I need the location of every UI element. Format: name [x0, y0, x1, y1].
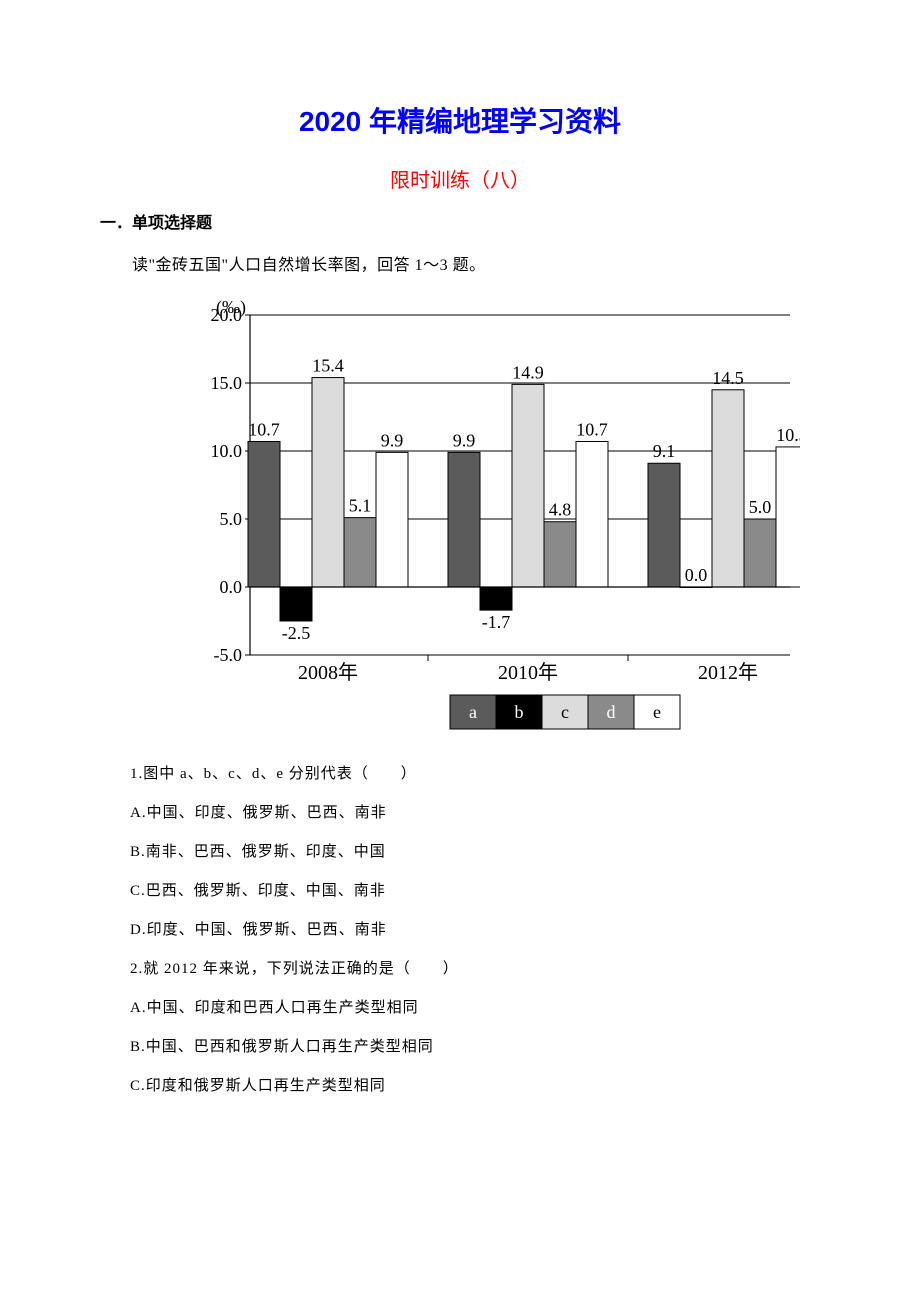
- svg-text:2012年: 2012年: [698, 661, 758, 684]
- svg-text:5.0: 5.0: [220, 509, 243, 529]
- main-title: 2020 年精编地理学习资料: [100, 100, 820, 140]
- svg-text:14.9: 14.9: [512, 363, 544, 383]
- sub-title: 限时训练（八）: [100, 164, 820, 193]
- page-content: 2020 年精编地理学习资料 限时训练（八） 一．单项选择题 读"金砖五国"人口…: [0, 0, 920, 1146]
- svg-text:0.0: 0.0: [685, 565, 708, 585]
- svg-text:0.0: 0.0: [220, 577, 243, 597]
- svg-text:2008年: 2008年: [298, 661, 358, 684]
- svg-text:9.9: 9.9: [381, 431, 404, 451]
- svg-text:20.0: 20.0: [211, 305, 243, 325]
- bar-chart: (‰)-5.00.05.010.015.020.010.7-2.515.45.1…: [160, 295, 820, 735]
- svg-text:15.4: 15.4: [312, 356, 344, 376]
- svg-text:10.7: 10.7: [248, 420, 280, 440]
- svg-text:4.8: 4.8: [549, 500, 572, 520]
- q2-opt-b: B.中国、巴西和俄罗斯人口再生产类型相同: [100, 1028, 820, 1067]
- q1-opt-c: C.巴西、俄罗斯、印度、中国、南非: [100, 872, 820, 911]
- svg-text:10.7: 10.7: [576, 420, 608, 440]
- chart-svg: (‰)-5.00.05.010.015.020.010.7-2.515.45.1…: [160, 295, 800, 735]
- q1-opt-a: A.中国、印度、俄罗斯、巴西、南非: [100, 794, 820, 833]
- svg-text:10.0: 10.0: [211, 441, 243, 461]
- svg-text:5.0: 5.0: [749, 497, 772, 517]
- svg-text:-5.0: -5.0: [214, 645, 243, 665]
- svg-text:-2.5: -2.5: [282, 623, 311, 643]
- q1-opt-d: D.印度、中国、俄罗斯、巴西、南非: [100, 911, 820, 950]
- svg-text:9.1: 9.1: [653, 442, 676, 462]
- svg-text:a: a: [469, 702, 477, 722]
- svg-text:9.9: 9.9: [453, 431, 476, 451]
- svg-text:c: c: [561, 702, 569, 722]
- q2-stem: 2.就 2012 年来说，下列说法正确的是（ ）: [100, 950, 820, 989]
- svg-text:10.3: 10.3: [776, 425, 800, 445]
- svg-text:15.0: 15.0: [211, 373, 243, 393]
- svg-text:14.5: 14.5: [712, 368, 744, 388]
- q2-opt-c: C.印度和俄罗斯人口再生产类型相同: [100, 1067, 820, 1106]
- svg-text:e: e: [653, 702, 661, 722]
- q1-opt-b: B.南非、巴西、俄罗斯、印度、中国: [100, 833, 820, 872]
- svg-text:2010年: 2010年: [498, 661, 558, 684]
- section-heading: 一．单项选择题: [100, 209, 820, 233]
- svg-text:d: d: [607, 702, 616, 722]
- svg-text:-1.7: -1.7: [482, 613, 511, 633]
- svg-text:5.1: 5.1: [349, 496, 372, 516]
- svg-text:b: b: [515, 702, 524, 722]
- q2-opt-a: A.中国、印度和巴西人口再生产类型相同: [100, 989, 820, 1028]
- q1-stem: 1.图中 a、b、c、d、e 分别代表（ ）: [100, 755, 820, 794]
- intro-text: 读"金砖五国"人口自然增长率图，回答 1～3 题。: [100, 247, 820, 285]
